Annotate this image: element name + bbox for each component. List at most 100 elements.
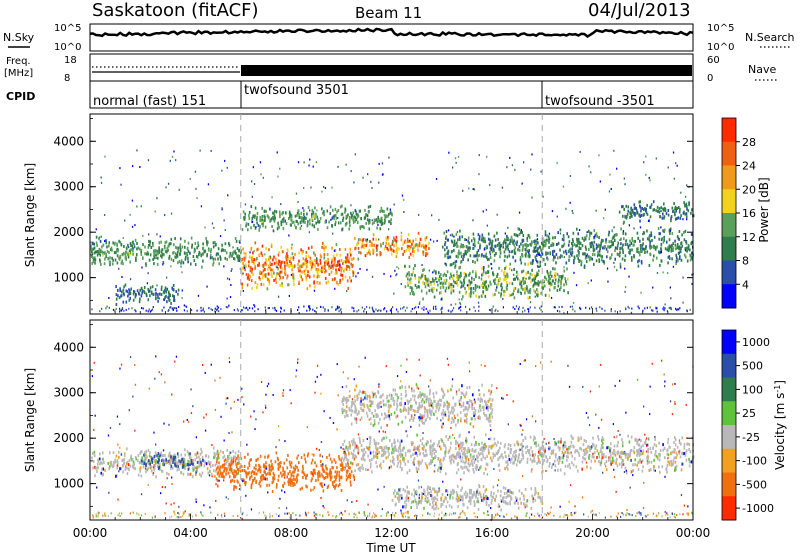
echo-speckle <box>226 277 229 280</box>
echo-cell <box>543 240 546 244</box>
echo-cell <box>181 457 183 461</box>
echo-cell <box>315 479 317 483</box>
echo-cell <box>287 480 289 484</box>
echo-cell <box>611 460 614 464</box>
echo-cell <box>177 465 179 469</box>
echo-cell <box>465 252 467 256</box>
echo-cell <box>564 440 567 444</box>
echo-cell <box>230 468 233 472</box>
echo-cell <box>456 270 458 274</box>
echo-cell <box>678 451 681 455</box>
echo-cell <box>101 250 104 254</box>
echo-cell <box>141 291 143 295</box>
echo-cell <box>590 241 593 245</box>
echo-cell <box>631 248 633 252</box>
echo-cell <box>456 280 458 284</box>
echo-cell <box>333 485 335 488</box>
echo-cell <box>349 480 352 484</box>
echo-cell <box>275 485 278 489</box>
echo-cell <box>189 463 191 467</box>
echo-cell <box>136 289 139 293</box>
echo-cell <box>622 248 624 252</box>
echo-cell <box>280 471 282 475</box>
echo-cell <box>504 450 506 454</box>
echo-cell <box>335 216 338 220</box>
echo-cell <box>155 296 157 300</box>
echo-cell <box>367 210 370 214</box>
echo-cell <box>412 249 414 253</box>
echo-cell <box>119 289 121 293</box>
echo-cell <box>216 460 218 464</box>
echo-cell <box>244 483 247 487</box>
echo-cell <box>159 292 161 296</box>
echo-cell <box>380 242 382 246</box>
echo-cell <box>147 466 150 470</box>
echo-near-range <box>502 306 504 309</box>
echo-cell <box>440 277 443 281</box>
echo-cell <box>497 242 500 246</box>
echo-cell <box>356 243 358 247</box>
echo-cell <box>661 465 664 469</box>
echo-cell <box>340 458 342 462</box>
echo-speckle <box>450 303 452 306</box>
echo-near-range <box>353 310 355 313</box>
echo-cell <box>596 254 599 258</box>
echo-cell <box>317 475 319 479</box>
echo-cell <box>418 452 421 456</box>
echo-cell <box>179 247 182 251</box>
echo-cell <box>613 236 615 240</box>
echo-cell <box>458 235 461 239</box>
echo-cell <box>298 216 301 219</box>
echo-cell <box>464 447 466 451</box>
echo-cell <box>626 457 629 461</box>
echo-cell <box>557 284 560 288</box>
echo-cell <box>536 293 539 297</box>
echo-cell <box>663 238 665 242</box>
echo-cell <box>101 467 103 471</box>
echo-cell <box>268 264 270 268</box>
echo-speckle <box>309 158 311 161</box>
echo-cell <box>679 250 682 254</box>
echo-cell <box>653 208 655 212</box>
echo-cell <box>346 279 349 283</box>
echo-cell <box>311 208 314 212</box>
echo-cell <box>286 274 289 278</box>
echo-speckle <box>483 269 485 271</box>
echo-cell <box>387 212 390 216</box>
echo-cell <box>639 239 641 243</box>
echo-cell <box>261 264 264 268</box>
echo-cell <box>456 241 458 245</box>
echo-cell <box>127 294 129 298</box>
echo-cell <box>297 269 300 273</box>
echo-cell <box>322 241 324 245</box>
echo-speckle <box>296 212 299 214</box>
echo-cell <box>627 434 629 438</box>
colorbar-swatch <box>722 141 736 166</box>
echo-cell <box>265 472 267 476</box>
echo-cell <box>263 476 266 480</box>
echo-cell <box>377 219 380 222</box>
echo-speckle <box>461 298 463 301</box>
echo-speckle <box>194 170 197 173</box>
echo-cell <box>112 262 114 266</box>
echo-cell <box>323 261 326 265</box>
echo-cell <box>235 239 238 243</box>
echo-speckle <box>180 265 182 268</box>
echo-cell <box>335 268 337 272</box>
echo-cell <box>346 447 349 451</box>
echo-speckle <box>624 183 626 186</box>
echo-near-range <box>220 308 222 311</box>
echo-cell <box>393 446 395 450</box>
echo-cell <box>488 242 491 246</box>
echo-cell <box>430 282 432 286</box>
echo-cell <box>172 455 174 459</box>
echo-cell <box>146 250 149 254</box>
echo-speckle <box>686 184 688 187</box>
echo-cell <box>482 273 485 277</box>
echo-cell <box>560 275 562 278</box>
echo-near-range <box>678 308 680 311</box>
echo-cell <box>571 242 573 246</box>
echo-cell <box>310 267 312 271</box>
echo-cell <box>209 253 212 257</box>
echo-cell <box>599 461 602 465</box>
